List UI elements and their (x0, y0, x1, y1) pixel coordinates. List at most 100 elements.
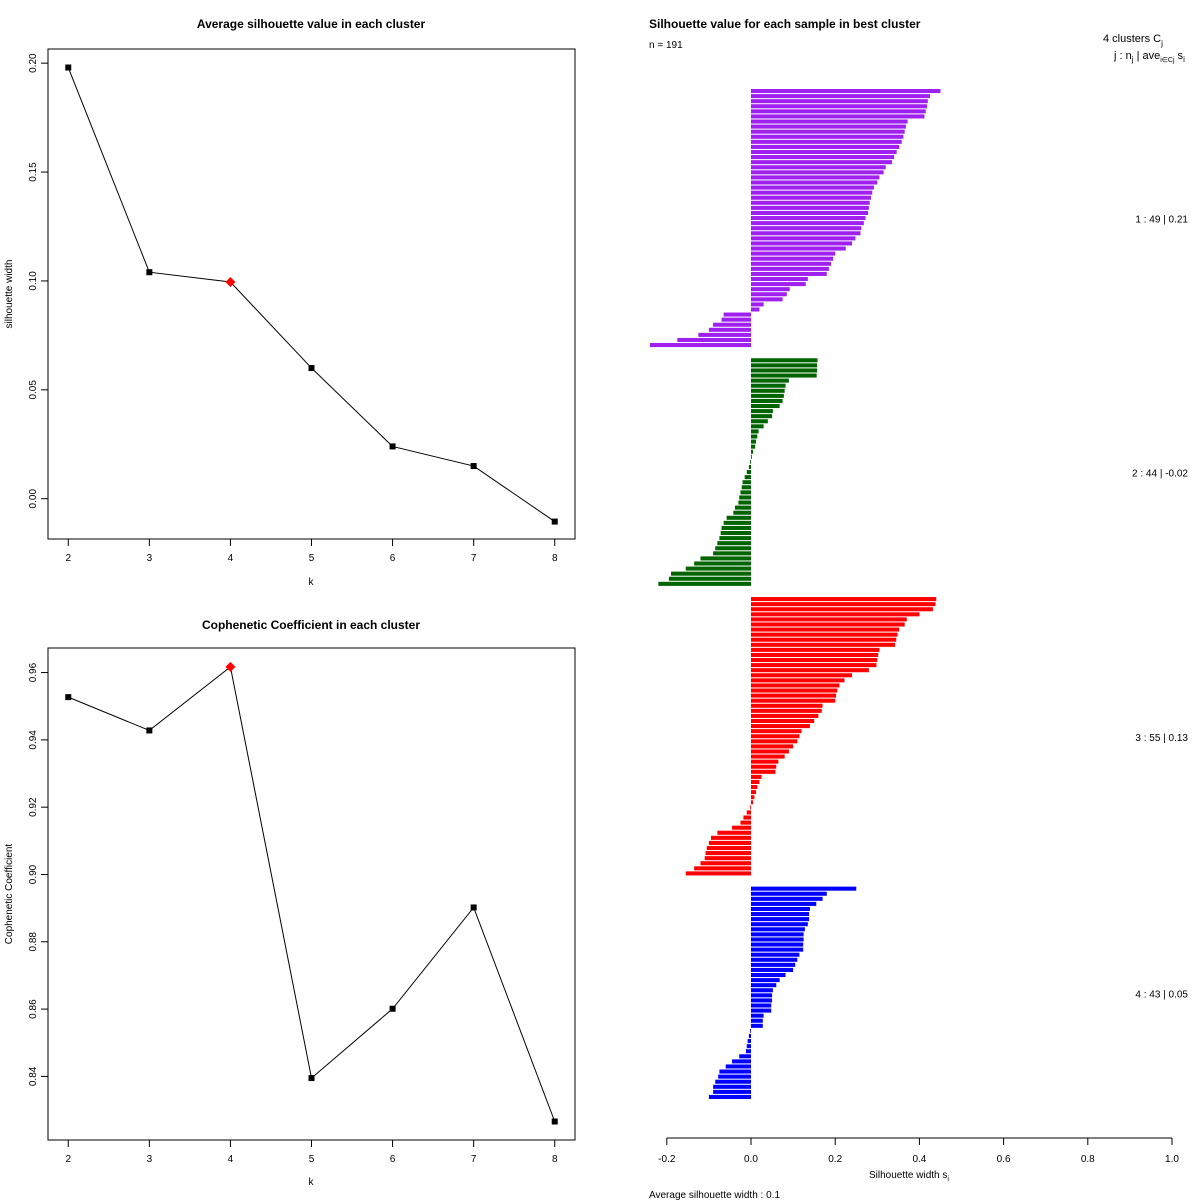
silhouette-bar-cluster-3 (751, 734, 800, 739)
silhouette-bar-cluster-4 (751, 891, 827, 896)
silhouette-bar-cluster-3 (746, 810, 751, 815)
silhouette-bar-cluster-3 (751, 668, 869, 673)
silhouette-bar-cluster-1 (713, 322, 751, 327)
silhouette-bar-cluster-4 (751, 906, 810, 912)
silhouette-bar-cluster-4 (751, 927, 805, 932)
silhouette-bar-cluster-4 (751, 1023, 763, 1028)
silhouette-bar-cluster-4 (746, 1044, 751, 1049)
silhouette-bar-cluster-2 (751, 398, 783, 403)
silhouette-bar-cluster-1 (751, 205, 869, 210)
silhouette-bar-cluster-2 (671, 571, 751, 576)
cophenetic-x-axis: 2 3 4 5 6 7 8 (65, 1140, 558, 1165)
silhouette-x-tick-label: 0.2 (828, 1154, 842, 1165)
silhouette-bar-cluster-3 (740, 820, 751, 825)
silhouette-bar-cluster-3 (751, 678, 845, 683)
silhouette-bar-cluster-3 (704, 856, 751, 861)
silhouette-bar-cluster-4 (713, 1089, 751, 1094)
cophenetic-panel: Cophenetic Coefficient in each cluster 2… (4, 618, 576, 1188)
silhouette-bar-cluster-4 (751, 952, 800, 957)
silhouette-bar-cluster-3 (751, 764, 777, 769)
cophenetic-point (389, 1005, 396, 1012)
avg-silhouette-line (67, 67, 556, 522)
silhouette-bar-cluster-2 (751, 439, 757, 444)
cophenetic-x-tick-label: 2 (65, 1154, 71, 1165)
cophenetic-line (68, 665, 556, 1122)
avg-silhouette-point-best (225, 277, 236, 288)
avg-silhouette-point (146, 269, 153, 276)
avg-silhouette-y-tick-label: 0.10 (28, 271, 39, 291)
silhouette-x-tick-label: 0.0 (744, 1154, 758, 1165)
silhouette-bar-cluster-4 (751, 917, 810, 922)
silhouette-bar-cluster-1 (751, 236, 856, 241)
silhouette-bar-cluster-1 (751, 139, 902, 144)
silhouette-bar-cluster-4 (751, 942, 804, 947)
silhouette-bar-cluster-4 (719, 1069, 751, 1074)
avg-silhouette-point (551, 518, 558, 525)
silhouette-bar-cluster-2 (751, 378, 789, 383)
silhouette-bar-cluster-3 (750, 805, 751, 810)
silhouette-bar-cluster-4 (751, 947, 804, 952)
silhouette-bar-cluster-2 (746, 470, 751, 475)
silhouette-bar-cluster-3 (751, 637, 897, 642)
silhouette-bar-cluster-2 (668, 576, 751, 581)
silhouette-bar-cluster-1 (751, 276, 808, 282)
avg-silhouette-panel: Average silhouette value in each cluster… (4, 17, 576, 588)
silhouette-bar-cluster-4 (751, 988, 773, 993)
silhouette-bar-cluster-2 (715, 546, 751, 551)
svg-text:4 clusters Cj: 4 clusters Cj (1103, 33, 1163, 48)
cophenetic-point-best (225, 661, 236, 672)
silhouette-bar-cluster-1 (751, 134, 904, 139)
silhouette-bar-cluster-3 (751, 729, 802, 734)
avg-silhouette-y-axis: 0.00 0.05 0.10 0.15 0.20 (28, 53, 48, 508)
silhouette-bar-cluster-1 (751, 210, 869, 215)
avg-silhouette-x-tick-label: 4 (228, 553, 234, 564)
cluster-label-3: 3 : 55 | 0.13 (1135, 733, 1188, 744)
avg-silhouette-x-axis: 2 3 4 5 6 7 8 (65, 539, 558, 564)
legend-sub-part-2: | ave (1134, 50, 1161, 62)
silhouette-bar-cluster-2 (751, 419, 768, 424)
silhouette-bar-cluster-2 (748, 464, 751, 470)
silhouette-bar-cluster-3 (751, 663, 877, 668)
silhouette-bar-cluster-2 (751, 434, 758, 439)
avg-silhouette-x-label: k (309, 577, 315, 588)
cluster-label-1: 1 : 49 | 0.21 (1135, 215, 1188, 226)
silhouette-bar-cluster-2 (713, 551, 751, 556)
avg-silhouette-points (65, 64, 558, 525)
silhouette-bar-cluster-3 (751, 744, 794, 749)
silhouette-bar-cluster-4 (751, 993, 773, 998)
silhouette-bar-cluster-3 (751, 779, 760, 784)
silhouette-legend-header: 4 clusters Cj j : nj | avei∈Cj si (1103, 33, 1185, 64)
cophenetic-x-tick-label: 8 (552, 1154, 558, 1165)
silhouette-bar-cluster-4 (751, 1018, 763, 1023)
cophenetic-points (65, 661, 558, 1125)
silhouette-bar-cluster-1 (751, 246, 846, 251)
silhouette-bar-cluster-1 (751, 170, 884, 175)
silhouette-bar-cluster-1 (751, 251, 836, 256)
silhouette-plot-title: Silhouette value for each sample in best… (649, 17, 921, 31)
silhouette-bar-cluster-3 (705, 851, 751, 856)
avg-silhouette-point (308, 365, 315, 372)
silhouette-bar-cluster-3 (751, 683, 840, 688)
silhouette-bar-cluster-2 (740, 490, 751, 495)
silhouette-bar-cluster-2 (751, 373, 817, 378)
silhouette-average-label: Average silhouette width : 0.1 (649, 1190, 780, 1200)
silhouette-bar-cluster-4 (751, 922, 808, 927)
silhouette-bar-cluster-2 (750, 459, 751, 464)
cophenetic-point (146, 727, 153, 734)
silhouette-bar-cluster-3 (751, 647, 880, 652)
silhouette-bar-cluster-1 (751, 282, 806, 287)
cophenetic-x-tick-label: 6 (390, 1154, 396, 1165)
silhouette-bar-cluster-1 (751, 226, 862, 231)
silhouette-bar-cluster-3 (751, 617, 907, 622)
silhouette-bar-cluster-1 (751, 200, 870, 205)
silhouette-bar-cluster-3 (751, 785, 758, 790)
silhouette-bar-cluster-4 (751, 896, 823, 901)
silhouette-bar-cluster-3 (751, 632, 898, 637)
silhouette-bar-cluster-2 (685, 566, 751, 571)
silhouette-bar-cluster-1 (751, 261, 831, 266)
silhouette-bar-cluster-3 (751, 724, 810, 729)
silhouette-bar-cluster-4 (751, 886, 857, 891)
avg-silhouette-x-tick-label: 8 (552, 553, 558, 564)
silhouette-n-label: n = 191 (649, 40, 683, 51)
silhouette-bar-cluster-1 (751, 160, 893, 165)
